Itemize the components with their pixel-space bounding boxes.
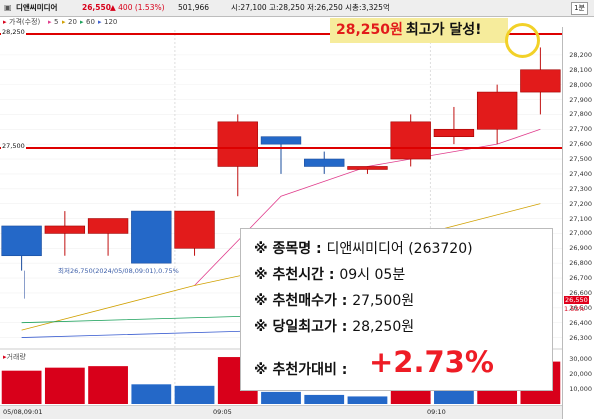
y-tick: 26,400 [569,318,592,327]
legend-price-label: 가격(수정) [9,18,41,26]
info-row-day-high: ※ 당일최고가 : 28,250원 [254,316,414,336]
info-ratio-value: +2.73% [369,345,494,379]
volume-bar [1,370,42,404]
y-tick: 28,100 [569,65,592,74]
current-price-tag: 26,550 [564,296,589,305]
y-tick: 27,600 [569,140,592,149]
title-bar: ▣ 디앤씨미디어 26,550 ▲ 400 (1.53%) 501,966 시:… [0,0,594,17]
candle-body [347,166,388,170]
headline-text: 최고가 달성! [405,22,482,38]
legend-ma120-marker: ▸ [98,18,102,26]
volume-y-tick: 20,000 [569,369,592,378]
current-change-tag: 1.53% [564,305,585,314]
candle-body [174,210,215,249]
high-price-line [0,33,562,35]
y-tick: 27,300 [569,184,592,193]
info-row-time: ※ 추천시간 : 09시 05분 [254,264,405,284]
volume-bar [131,384,172,404]
high-price-label: 28,250 [1,28,26,37]
info-label: ※ 추천매수가 : [254,293,353,309]
candle-body [44,225,86,234]
ma-legend: ▸ 가격(수정) ▸ 5 ▸ 20 ▸ 60 ▸ 120 [0,17,594,27]
pin-icon[interactable]: ▣ [4,3,12,12]
candle-body [260,136,302,145]
candle-body [476,91,518,130]
price-change: ▲ 400 (1.53%) [110,3,165,12]
y-tick: 26,600 [569,288,592,297]
y-tick: 27,800 [569,110,592,119]
y-tick: 26,700 [569,274,592,283]
low-price-annotation: 최저26,750(2024/05/08,09:01),0.75% [58,267,179,275]
candle-body [1,225,42,257]
interval-button[interactable]: 1분 [571,2,588,15]
y-tick: 26,300 [569,333,592,342]
y-tick: 26,800 [569,259,592,268]
high-point-circle [505,23,540,58]
legend-ma20: 20 [68,18,77,26]
legend-ma5: 5 [54,18,59,26]
recommend-price-label: 27,500 [1,142,26,151]
volume-label-text: 거래량 [6,353,26,361]
legend-marker-icon: ▸ [3,18,7,26]
y-tick: 27,000 [569,229,592,238]
legend-ma120: 120 [104,18,118,26]
legend-marker-icon: ▸ [3,353,7,361]
info-value: 27,500원 [352,293,415,309]
legend-ma60: 60 [86,18,95,26]
candle-body [217,121,258,167]
current-price: 26,550 [82,3,111,12]
volume-bar [304,394,345,404]
volume-bar [347,396,388,404]
legend-ma60-marker: ▸ [80,18,84,26]
info-ratio-label: ※ 추천가대비 : [254,362,348,378]
candle-body [433,128,475,138]
info-label: ※ 당일최고가 : [254,319,353,335]
y-tick: 27,500 [569,155,592,164]
y-tick: 26,500 [569,303,592,312]
info-label: ※ 종목명 : [254,241,327,257]
price-axis: 28,200 28,100 28,000 27,900 27,800 27,700 27,6… [562,27,594,419]
y-tick: 28,200 [569,50,592,59]
candle-body [390,121,431,160]
info-row-buy-price: ※ 추천매수가 : 27,500원 [254,290,414,310]
volume-panel-label: ▸거래량 [3,352,26,362]
legend-ma20-marker: ▸ [62,18,66,26]
info-label: ※ 추천시간 : [254,267,340,283]
volume-bar [44,367,85,404]
volume-bar [174,385,215,404]
legend-ma5-marker: ▸ [48,18,52,26]
stock-name: 디앤씨미디어 [16,3,58,12]
candle-body [304,158,345,167]
y-tick: 26,900 [569,244,592,253]
y-tick: 27,900 [569,95,592,104]
y-tick: 27,200 [569,199,592,208]
x-tick: 09:10 [427,408,446,416]
candle-body [131,210,172,264]
recommend-price-line [0,147,562,149]
volume-bar [261,391,301,404]
headline-banner: 28,250원 최고가 달성! [330,18,508,43]
y-tick: 27,100 [569,214,592,223]
info-value: 28,250원 [352,319,415,335]
candle-body [87,218,129,234]
headline-price: 28,250원 [336,22,403,38]
time-axis: 05/08,09:01 09:05 09:10 [0,405,562,419]
volume-bar [88,366,128,404]
volume-readout: 501,966 [178,3,210,12]
x-tick: 05/08,09:01 [3,408,43,416]
volume-y-tick: 10,000 [569,384,592,393]
info-value: 09시 05분 [339,267,406,283]
info-value: 디앤씨미디어 (263720) [326,241,473,257]
y-tick: 27,400 [569,169,592,178]
ohlc-readout: 시:27,100 고:28,250 저:26,250 시총:3,325억 [231,3,390,12]
volume-y-tick: 30,000 [569,354,592,363]
y-tick: 28,000 [569,80,592,89]
recommendation-info-box: ※ 종목명 : 디앤씨미디어 (263720) ※ 추천시간 : 09시 05분… [240,228,553,391]
info-row-stock: ※ 종목명 : 디앤씨미디어 (263720) [254,238,473,258]
x-tick: 09:05 [213,408,232,416]
y-tick: 27,700 [569,125,592,134]
candle-body [520,69,561,93]
